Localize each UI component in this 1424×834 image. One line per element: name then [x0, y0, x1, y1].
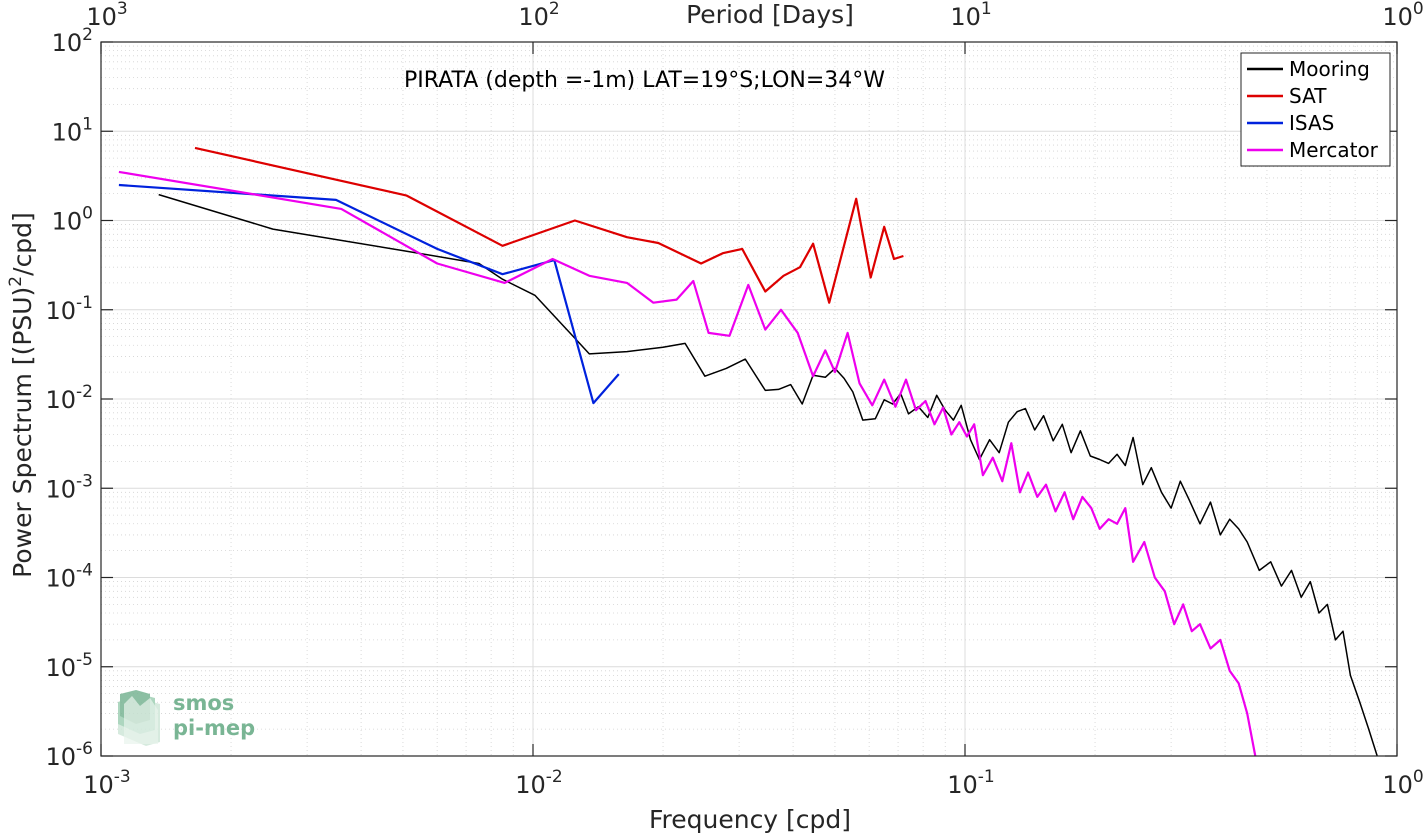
smos-pi-mep-logo: smos pi-mep	[118, 690, 255, 746]
y-tick-label-exp: -5	[76, 650, 93, 670]
logo-mark-icon	[118, 690, 160, 746]
y-tick-label: 10-3	[46, 471, 94, 503]
y-tick-label-exp: 1	[82, 114, 93, 134]
y-tick-label-exp: -2	[76, 382, 93, 402]
y-tick-label-exp: -6	[76, 739, 93, 759]
y-tick-label-base: 10	[46, 654, 77, 682]
y-tick-label: 10-6	[46, 739, 94, 771]
y-tick-label-base: 10	[46, 386, 77, 414]
top-tick-label: 100	[1382, 0, 1423, 31]
y-tick-label-base: 10	[52, 118, 83, 146]
legend-label-mooring: Mooring	[1289, 57, 1370, 81]
y-axis-title-end: /cpd]	[8, 212, 37, 276]
x-axis-title: Frequency [cpd]	[649, 805, 851, 834]
y-tick-label-exp: -1	[76, 293, 93, 313]
y-tick-label: 102	[52, 25, 93, 57]
series-group	[118, 146, 1378, 757]
x-tick-label: 100	[1382, 767, 1423, 799]
y-tick-label: 10-1	[46, 293, 94, 325]
top-tick-label-base: 10	[1382, 3, 1413, 31]
legend: Mooring SAT ISAS Mercator	[1240, 52, 1391, 167]
y-tick-label: 10-5	[46, 650, 94, 682]
top-tick-label-exp: 2	[549, 0, 560, 19]
y-axis-title-sup: 2	[6, 276, 26, 287]
top-tick-label-base: 10	[950, 3, 981, 31]
series-line-mooring	[158, 193, 1378, 757]
y-tick-label-base: 10	[52, 29, 83, 57]
y-tick-label: 10-4	[46, 561, 94, 593]
y-tick-label: 10-2	[46, 382, 94, 414]
series-line-isas	[118, 183, 620, 405]
x-tick-label-base: 10	[1382, 771, 1413, 799]
x-tick-label: 10-3	[83, 767, 131, 799]
top-tick-label-base: 10	[86, 3, 117, 31]
top-tick-label: 101	[950, 0, 991, 31]
y-tick-label: 100	[52, 204, 93, 236]
x-tick-label-exp: -2	[546, 767, 563, 787]
x-tick-label: 10-1	[947, 767, 995, 799]
chart-annotation: PIRATA (depth =-1m) LAT=19°S;LON=34°W	[404, 68, 885, 93]
y-tick-label-base: 10	[46, 743, 77, 771]
top-tick-label: 102	[518, 0, 559, 31]
legend-label-mercator: Mercator	[1289, 138, 1379, 162]
y-tick-label-exp: -4	[76, 561, 93, 581]
top-tick-label-exp: 1	[981, 0, 992, 19]
legend-label-sat: SAT	[1289, 84, 1327, 108]
y-axis-title: Power Spectrum [(PSU)2/cpd]	[6, 212, 37, 578]
y-tick-label-exp: -3	[76, 471, 93, 491]
y-tick-label-base: 10	[52, 208, 83, 236]
x-tick-label-base: 10	[83, 771, 114, 799]
y-tick-label-exp: 0	[82, 204, 93, 224]
y-tick-label-base: 10	[46, 297, 77, 325]
logo-text-smos: smos	[173, 691, 234, 715]
x-tick-label-exp: 0	[1413, 767, 1424, 787]
legend-label-isas: ISAS	[1289, 111, 1334, 135]
y-tick-label-exp: 2	[82, 25, 93, 45]
y-tick-label: 101	[52, 114, 93, 146]
y-axis-title-main: Power Spectrum [(PSU)	[8, 287, 37, 578]
y-tick-label-base: 10	[46, 475, 77, 503]
top-tick-label: 103	[86, 0, 127, 31]
grid	[100, 42, 1397, 757]
logo-text-pimep: pi-mep	[173, 716, 255, 740]
top-tick-label-base: 10	[518, 3, 549, 31]
x-tick-label-base: 10	[515, 771, 546, 799]
series-line-mercator	[118, 170, 1257, 757]
series-line-sat	[194, 146, 904, 304]
top-tick-label-exp: 3	[117, 0, 128, 19]
y-tick-label-base: 10	[46, 565, 77, 593]
x-tick-label: 10-2	[515, 767, 563, 799]
legend-box	[1240, 52, 1391, 167]
x-tick-label-exp: -3	[114, 767, 131, 787]
x-tick-label-exp: -1	[978, 767, 995, 787]
top-tick-label-exp: 0	[1413, 0, 1424, 19]
top-axis-title: Period [Days]	[686, 0, 854, 29]
x-tick-label-base: 10	[947, 771, 978, 799]
